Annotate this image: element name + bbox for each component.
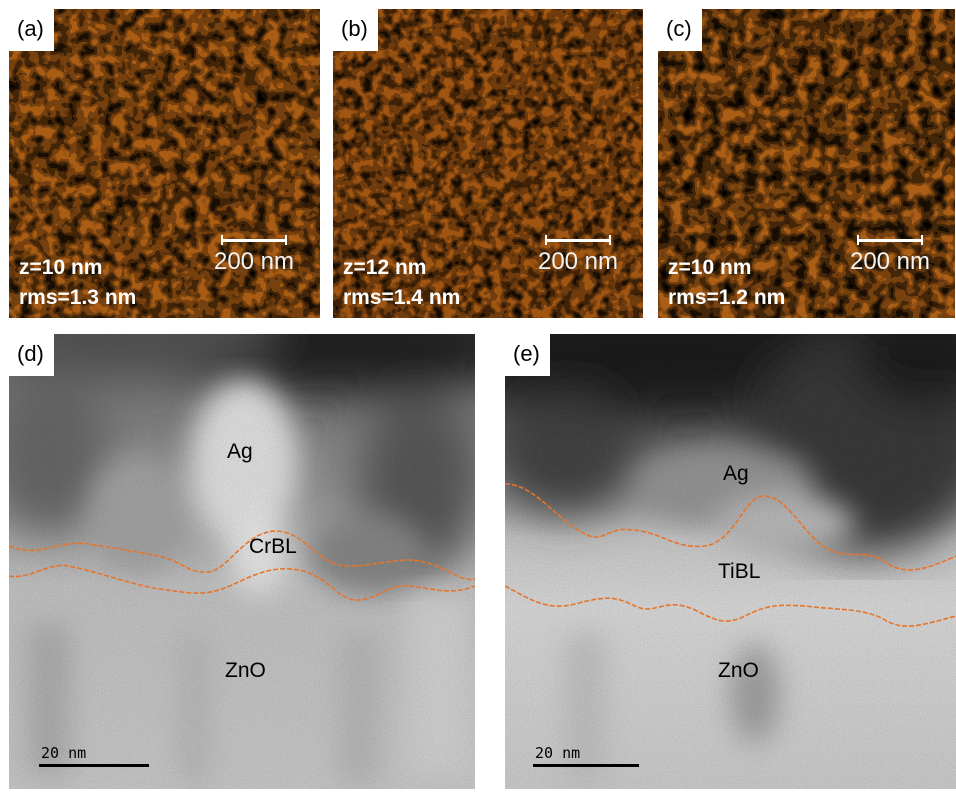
layer-label-tibl: TiBL [718,560,760,584]
panel-tag-c: (c) [658,9,702,51]
scale-bar-label-e: 20 nm [533,744,639,762]
rms-roughness-a: rms=1.3 nm [19,286,136,310]
tem-panel-e: (e) Ag TiBL ZnO 20 nm [505,334,956,789]
layer-label-zno-e: ZnO [718,659,759,683]
scale-bar-line-d [39,764,149,767]
scale-bar-label-d: 20 nm [39,744,149,762]
scale-bar-line-a [221,239,287,242]
layer-label-ag-e: Ag [723,462,749,486]
panel-tag-b: (b) [333,9,378,51]
height-range-b: z=12 nm [343,256,426,280]
scale-bar-b: 200 nm [523,239,633,276]
rms-roughness-b: rms=1.4 nm [343,286,460,310]
height-range-a: z=10 nm [19,256,102,280]
scale-bar-label-b: 200 nm [523,248,633,276]
scale-bar-line-b [545,239,611,242]
layer-label-crbl: CrBL [249,535,297,559]
scale-bar-line-e [533,764,639,767]
scale-bar-e: 20 nm [533,744,639,767]
scale-bar-a: 200 nm [199,239,309,276]
afm-panel-a: (a) z=10 nm rms=1.3 nm 200 nm [9,9,320,318]
scale-bar-c: 200 nm [835,239,945,276]
tem-panel-d: (d) Ag CrBL ZnO 20 nm [9,334,475,789]
scale-bar-label-a: 200 nm [199,248,309,276]
rms-roughness-c: rms=1.2 nm [668,286,785,310]
layer-label-ag-d: Ag [227,440,253,464]
panel-tag-a: (a) [9,9,54,51]
layer-label-zno-d: ZnO [225,659,266,683]
panel-tag-d: (d) [9,334,54,376]
afm-panel-b: (b) z=12 nm rms=1.4 nm 200 nm [333,9,643,318]
scale-bar-d: 20 nm [39,744,149,767]
scale-bar-line-c [857,239,923,242]
scale-bar-label-c: 200 nm [835,248,945,276]
panel-tag-e: (e) [505,334,550,376]
height-range-c: z=10 nm [668,256,751,280]
tem-image-d [9,334,475,789]
afm-panel-c: (c) z=10 nm rms=1.2 nm 200 nm [658,9,955,318]
